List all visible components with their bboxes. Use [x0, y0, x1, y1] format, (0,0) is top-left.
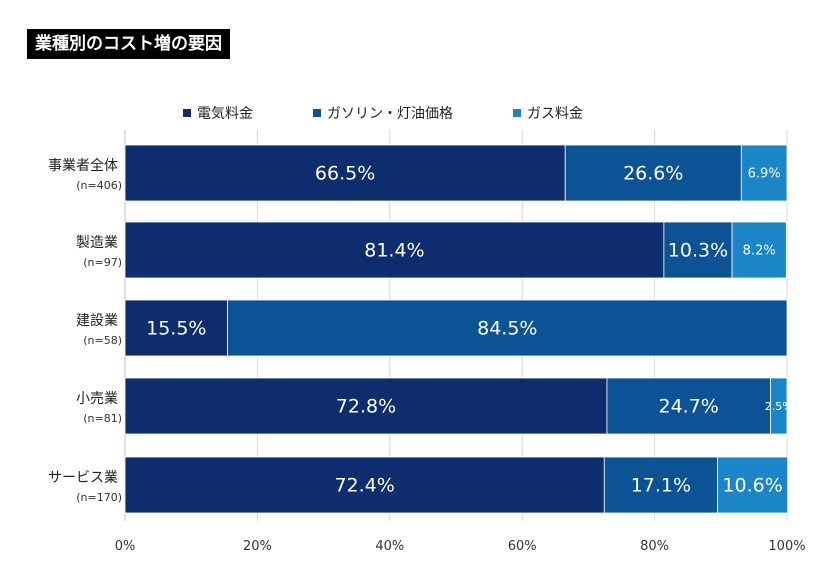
sample-size-label: (n=81) [83, 412, 122, 425]
bar-segment [124, 299, 229, 357]
bar-segment [731, 221, 787, 279]
legend-label-gas: ガス料金 [527, 106, 583, 122]
legend-swatch-electricity [183, 109, 191, 117]
data-label: 84.5% [477, 318, 537, 340]
bar-segment [564, 144, 742, 202]
x-tick-label: 40% [375, 539, 404, 554]
bar-segment [717, 456, 789, 514]
data-label: 10.6% [722, 475, 782, 497]
legend-swatch-gas [513, 109, 521, 117]
bar-segment [124, 456, 605, 514]
bar-segment [124, 144, 566, 202]
bar-segment [227, 299, 788, 357]
legend-item-electricity: 電気料金 [183, 103, 253, 123]
x-tick-label: 60% [508, 539, 537, 554]
bar-segment [770, 377, 788, 435]
data-label: 72.4% [334, 475, 394, 497]
category-label: 小売業 [76, 391, 118, 407]
data-label: 15.5% [146, 318, 206, 340]
sample-size-label: (n=97) [83, 256, 122, 269]
data-label: 26.6% [623, 163, 683, 185]
x-tick-label: 100% [768, 539, 805, 554]
x-tick-label: 80% [640, 539, 669, 554]
sample-size-label: (n=58) [83, 334, 122, 347]
bar-segment [663, 221, 733, 279]
data-label: 6.9% [748, 167, 781, 182]
legend-item-gasoline: ガソリン・灯油価格 [313, 103, 453, 123]
data-label: 66.5% [315, 163, 375, 185]
category-label: 製造業 [76, 235, 118, 251]
category-label: サービス業 [48, 470, 118, 486]
x-tick-label: 0% [115, 539, 136, 554]
x-tick-label: 20% [243, 539, 272, 554]
legend-item-gas: ガス料金 [513, 103, 583, 123]
bar-segment [124, 377, 608, 435]
data-label: 8.2% [743, 244, 776, 259]
legend-label-electricity: 電気料金 [197, 106, 253, 122]
chart-title: 業種別のコスト増の要因 [27, 29, 230, 59]
data-label: 72.8% [336, 396, 396, 418]
sample-size-label: (n=406) [76, 179, 122, 192]
data-label: 10.3% [668, 240, 728, 262]
sample-size-label: (n=170) [76, 491, 122, 504]
data-label: 17.1% [631, 475, 691, 497]
category-label: 事業者全体 [48, 157, 118, 174]
bar-segment [740, 144, 788, 202]
category-label: 建設業 [76, 313, 118, 329]
bar-segment [603, 456, 718, 514]
legend-swatch-gasoline [313, 109, 321, 117]
legend-label-gasoline: ガソリン・灯油価格 [327, 106, 453, 122]
data-label: 2.5% [765, 400, 793, 413]
data-label: 81.4% [364, 240, 424, 262]
bar-segment [124, 221, 665, 279]
legend: 電気料金 ガソリン・灯油価格 ガス料金 [183, 103, 583, 123]
data-label: 24.7% [659, 396, 719, 418]
